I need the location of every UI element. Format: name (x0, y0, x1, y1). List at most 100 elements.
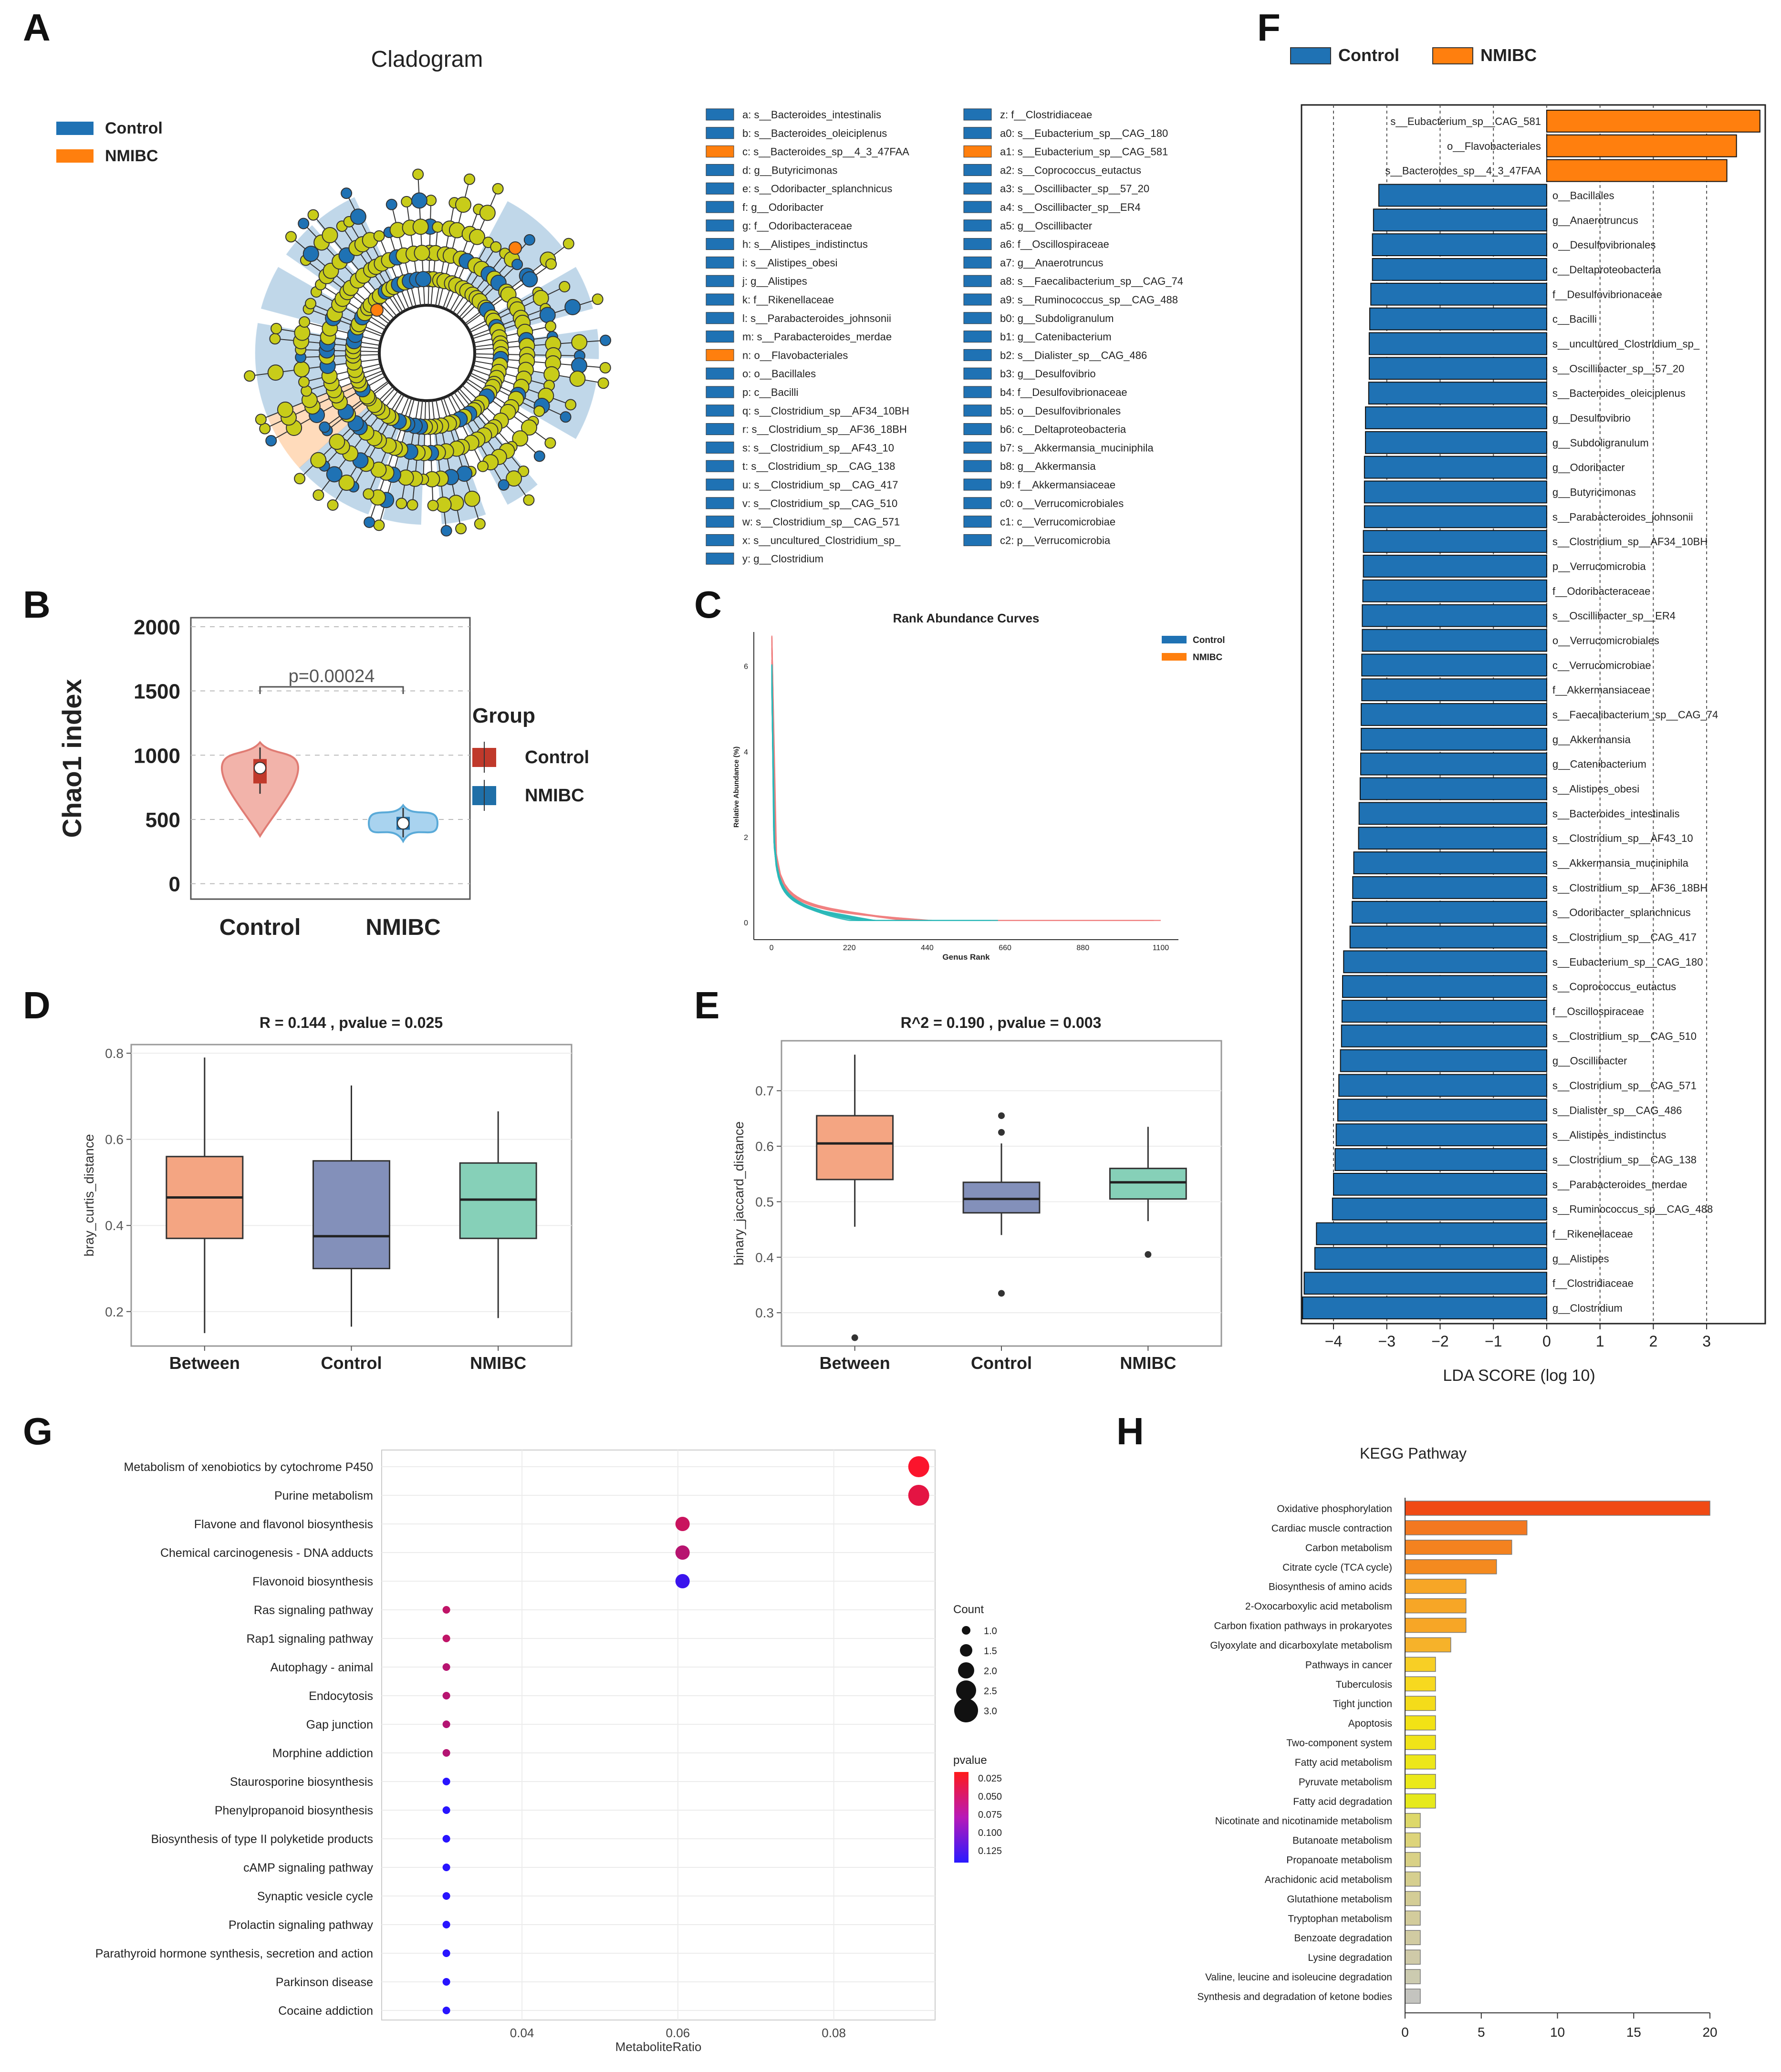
clade-node (255, 414, 267, 425)
clade-key-label-a3: a3: s__Oscillibacter_sp__57_20 (1000, 183, 1149, 195)
bar-label: s__Dialister_sp__CAG_486 (1552, 1104, 1682, 1116)
metabolite-point (442, 1692, 450, 1699)
curve-control (771, 662, 1140, 921)
clade-key-label-c: c: s__Bacteroides_sp__4_3_47FAA (742, 146, 909, 158)
y-tick-label: 0.8 (105, 1046, 124, 1061)
clade-key-label-r: r: s__Clostridium_sp__AF36_18BH (742, 424, 907, 435)
clade-branch (301, 349, 380, 352)
bar-label: s__Clostridium_sp__AF43_10 (1552, 832, 1693, 844)
clade-node (512, 430, 529, 447)
clade-node (285, 231, 297, 243)
curve-nmibc (771, 683, 956, 921)
y-tick-label: 0.2 (105, 1305, 124, 1319)
lda-bar (1373, 208, 1547, 232)
kegg-bar (1405, 1559, 1497, 1575)
legend-label-nmibc: NMIBC (1480, 45, 1537, 65)
bar-label: s__Alistipes_indistinctus (1552, 1129, 1666, 1141)
bar-label: p__Verrucomicrobia (1552, 560, 1646, 572)
clade-node (474, 518, 486, 530)
clade-node (350, 208, 366, 225)
clade-key-swatch-b6 (963, 423, 992, 435)
clade-branch (467, 378, 534, 422)
clade-key-swatch-c2 (963, 534, 992, 546)
panel-e-boxplot: 0.3 0.4 0.5 0.6 0.7 R^2 = 0.190 , pvalue = 0.… (731, 1014, 1222, 1373)
clade-node (373, 519, 385, 531)
metabolite-point (908, 1485, 929, 1506)
clade-key-swatch-l (706, 312, 734, 324)
clade-node (329, 434, 345, 450)
clade-key-label-a5: a5: g__Oscillibacter (1000, 220, 1092, 232)
kegg-bar (1405, 1989, 1421, 2004)
lda-bar (1372, 233, 1547, 257)
lda-bar (1361, 653, 1547, 677)
x-tick-label: 3 (1702, 1333, 1711, 1350)
bar-label: f__Rikenellaceae (1552, 1228, 1633, 1240)
clade-node (269, 333, 281, 345)
bar-label: s__Alistipes_obesi (1552, 783, 1639, 795)
box-control (312, 1160, 390, 1269)
lda-bar (1369, 307, 1547, 331)
color-legend-title: pvalue (953, 1754, 987, 1767)
legend-swatch-nmibc (1432, 47, 1473, 64)
pathway-label: Flavonoid biosynthesis (252, 1575, 373, 1588)
lda-bar (1359, 777, 1547, 800)
metabolite-point (442, 2007, 450, 2014)
panel-f-lda-bars: Control NMIBC −4 −3 −2 −1 0 1 2 3 LDA SCORE (log 1… (1290, 45, 1766, 1385)
x-tick-label: 660 (999, 944, 1011, 952)
y-tick-label: 2 (744, 834, 748, 842)
bar-label: s__Clostridium_sp__CAG_571 (1552, 1080, 1697, 1092)
clade-node (562, 238, 574, 249)
clade-node (293, 361, 310, 378)
curve-nmibc (771, 676, 920, 921)
size-legend-dot (960, 1644, 972, 1657)
clade-key-swatch-h (706, 238, 734, 250)
clade-node (464, 173, 476, 185)
clade-node (363, 488, 375, 500)
clade-branch (443, 397, 471, 472)
y-tick-label: 1000 (134, 744, 180, 767)
kegg-bar (1405, 1715, 1436, 1730)
curve-nmibc (771, 675, 952, 921)
y-tick-label: 0.6 (105, 1132, 124, 1147)
metabolite-point (442, 1864, 450, 1871)
significance-bracket (259, 686, 404, 694)
bar-label: s__Clostridium_sp__AF34_10BH (1552, 536, 1708, 548)
curve-control (771, 637, 1125, 921)
pathway-label: Fatty acid degradation (1293, 1796, 1392, 1807)
lda-bar (1364, 456, 1547, 479)
panel-label-h: H (1116, 1410, 1144, 1452)
clade-branch (456, 253, 505, 316)
bar-label: o__Bacillales (1552, 189, 1614, 201)
color-legend-label: 0.025 (978, 1773, 1002, 1784)
x-tick-label: Between (820, 1353, 890, 1373)
bar-label: f__Oscillospiraceae (1552, 1005, 1644, 1017)
x-axis-title: LDA SCORE (log 10) (1443, 1367, 1595, 1385)
kegg-bar (1405, 1754, 1436, 1770)
clade-branch (474, 336, 552, 348)
clade-key-label-e: e: s__Odoribacter_splanchnicus (742, 183, 892, 195)
clade-key-label-d: d: g__Butyricimonas (742, 164, 837, 176)
curve-nmibc (771, 668, 984, 921)
bar-label: g__Clostridium (1552, 1302, 1623, 1314)
box-nmibc (1109, 1168, 1187, 1200)
bar-label: s__Parabacteroides_johnsonii (1552, 511, 1693, 523)
clade-node (440, 525, 452, 537)
clade-key-swatch-f (706, 201, 734, 213)
box-between (816, 1115, 894, 1181)
clade-key-swatch-b (706, 127, 734, 139)
curve-nmibc (771, 672, 998, 921)
pathway-label: Gap junction (306, 1718, 373, 1731)
kegg-bar (1405, 1910, 1421, 1926)
x-tick-label: Control (219, 915, 301, 940)
curve-control (771, 659, 1154, 921)
panel-label-e: E (694, 984, 719, 1026)
clade-key-swatch-w (706, 516, 734, 528)
clade-node-nmibc (370, 303, 384, 317)
lda-bar (1362, 629, 1547, 652)
y-tick-label: 0.5 (755, 1194, 774, 1209)
curve-nmibc (771, 665, 945, 921)
clade-node (415, 271, 432, 288)
bar-label: g__Anaerotruncus (1552, 214, 1638, 226)
clade-node (464, 490, 480, 507)
bar-label: s__Akkermansia_muciniphila (1552, 857, 1689, 869)
